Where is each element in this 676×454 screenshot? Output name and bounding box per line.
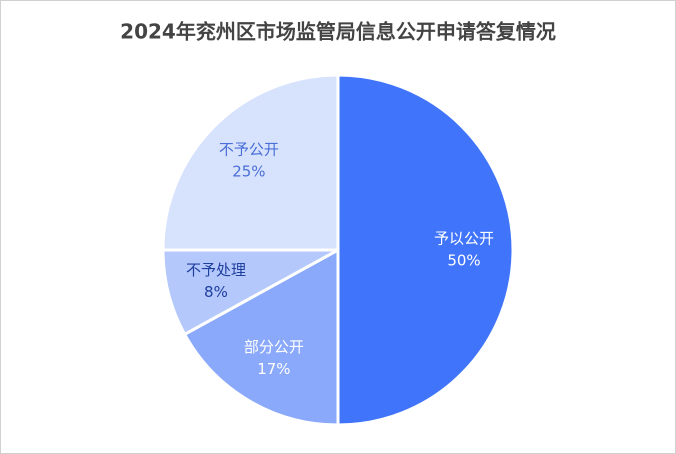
pie-slice [182,247,340,427]
slice-label: 不予处理 [186,261,246,279]
slice-label: 不予公开 [219,140,279,158]
chart-title: 2024年兖州区市场监管局信息公开申请答复情况 [120,20,556,44]
slice-value-label: 50% [447,252,480,270]
slice-value-label: 8% [204,283,228,301]
pie-slice [336,73,515,427]
slice-label: 部分公开 [244,338,304,356]
slice-value-label: 17% [257,360,290,378]
slice-label: 予以公开 [434,230,494,248]
pie-slice [161,73,340,252]
slice-value-label: 25% [232,162,265,180]
